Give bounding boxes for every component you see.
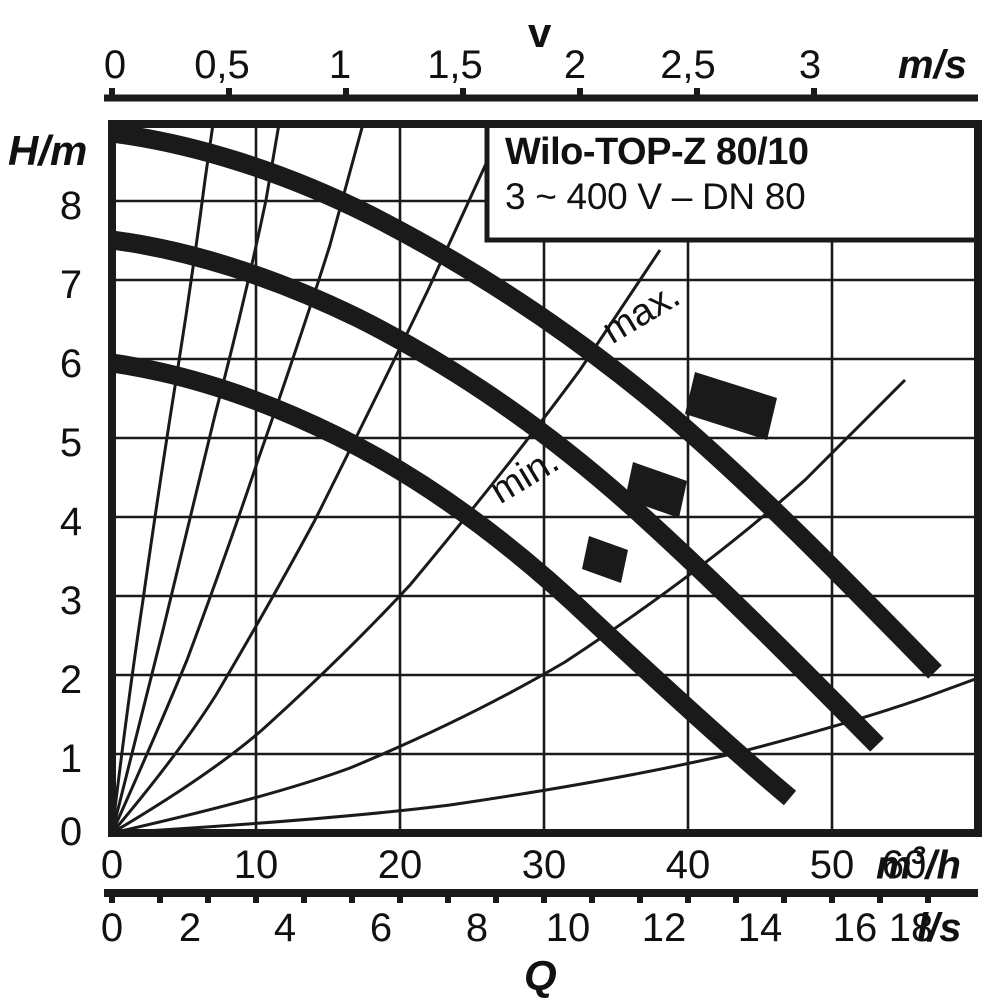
q-axis-unit-m3h: m3/h [876, 843, 961, 888]
q-tick-label-0: 0 [100, 843, 124, 887]
q-tick-label-30: 30 [521, 843, 567, 887]
ls-tick-label-10: 10 [545, 906, 591, 950]
q-tick-label-60: 60 [881, 843, 927, 887]
h-tick-label-7: 7 [59, 263, 83, 307]
h-tick-label-5: 5 [59, 421, 83, 465]
v-axis-unit: m/s [898, 43, 967, 87]
legend-box: Wilo-TOP-Z 80/10 3 ~ 400 V – DN 80 [487, 124, 978, 240]
marker-max [685, 372, 777, 440]
h-tick-label-3: 3 [59, 579, 83, 623]
legend-subtitle: 3 ~ 400 V – DN 80 [505, 175, 806, 217]
ls-tick-label-4: 4 [273, 906, 297, 950]
q-unit-m: m [876, 843, 912, 888]
q-tick-label-10: 10 [233, 843, 279, 887]
q-tick-label-20: 20 [377, 843, 423, 887]
h-tick-label-4: 4 [59, 500, 83, 544]
ls-tick-label-14: 14 [737, 906, 783, 950]
h-tick-label-0: 0 [59, 810, 83, 854]
h-tick-label-2: 2 [59, 658, 83, 702]
marker-mid [625, 462, 687, 518]
legend-title: Wilo-TOP-Z 80/10 [505, 131, 809, 173]
q-tick-label-40: 40 [665, 843, 711, 887]
marker-min [582, 536, 628, 583]
v-tick-label-1-5: 1,5 [427, 43, 483, 87]
v-tick-label-2-5: 2,5 [660, 43, 716, 87]
v-tick-label-0: 0 [103, 43, 127, 87]
v-axis-name: v [528, 9, 552, 56]
curve-mid [112, 230, 884, 752]
q-axis-m3h-rule [104, 889, 978, 903]
legend-box-background [484, 121, 981, 243]
q-axis-name: Q [524, 952, 557, 999]
q-unit-cube: 3 [911, 843, 926, 870]
q-axis-unit-ls: l/s [917, 906, 962, 950]
v-axis-rule [104, 88, 978, 102]
ls-tick-label-6: 6 [369, 906, 393, 950]
ls-tick-label-2: 2 [178, 906, 202, 950]
plot-frame [108, 120, 982, 837]
ls-tick-label-16: 16 [832, 906, 878, 950]
h-tick-label-8: 8 [59, 184, 83, 228]
curve-max [112, 124, 942, 679]
q-unit-perh: /h [925, 843, 961, 888]
q-tick-label-50: 50 [809, 843, 855, 887]
v-tick-label-1: 1 [328, 43, 352, 87]
curve-min [112, 353, 797, 806]
pump-curves [112, 124, 942, 806]
ls-tick-label-18: 18 [888, 906, 934, 950]
v-tick-label-2: 2 [563, 43, 587, 87]
h-tick-label-1: 1 [59, 737, 83, 781]
ls-tick-label-0: 0 [100, 906, 124, 950]
operating-point-markers [582, 372, 777, 583]
h-tick-label-6: 6 [59, 342, 83, 386]
ls-tick-label-12: 12 [641, 906, 687, 950]
v-tick-label-0-5: 0,5 [194, 43, 250, 87]
h-axis-name: H/m [8, 127, 88, 174]
v-tick-label-3: 3 [798, 43, 822, 87]
ls-tick-label-8: 8 [465, 906, 489, 950]
